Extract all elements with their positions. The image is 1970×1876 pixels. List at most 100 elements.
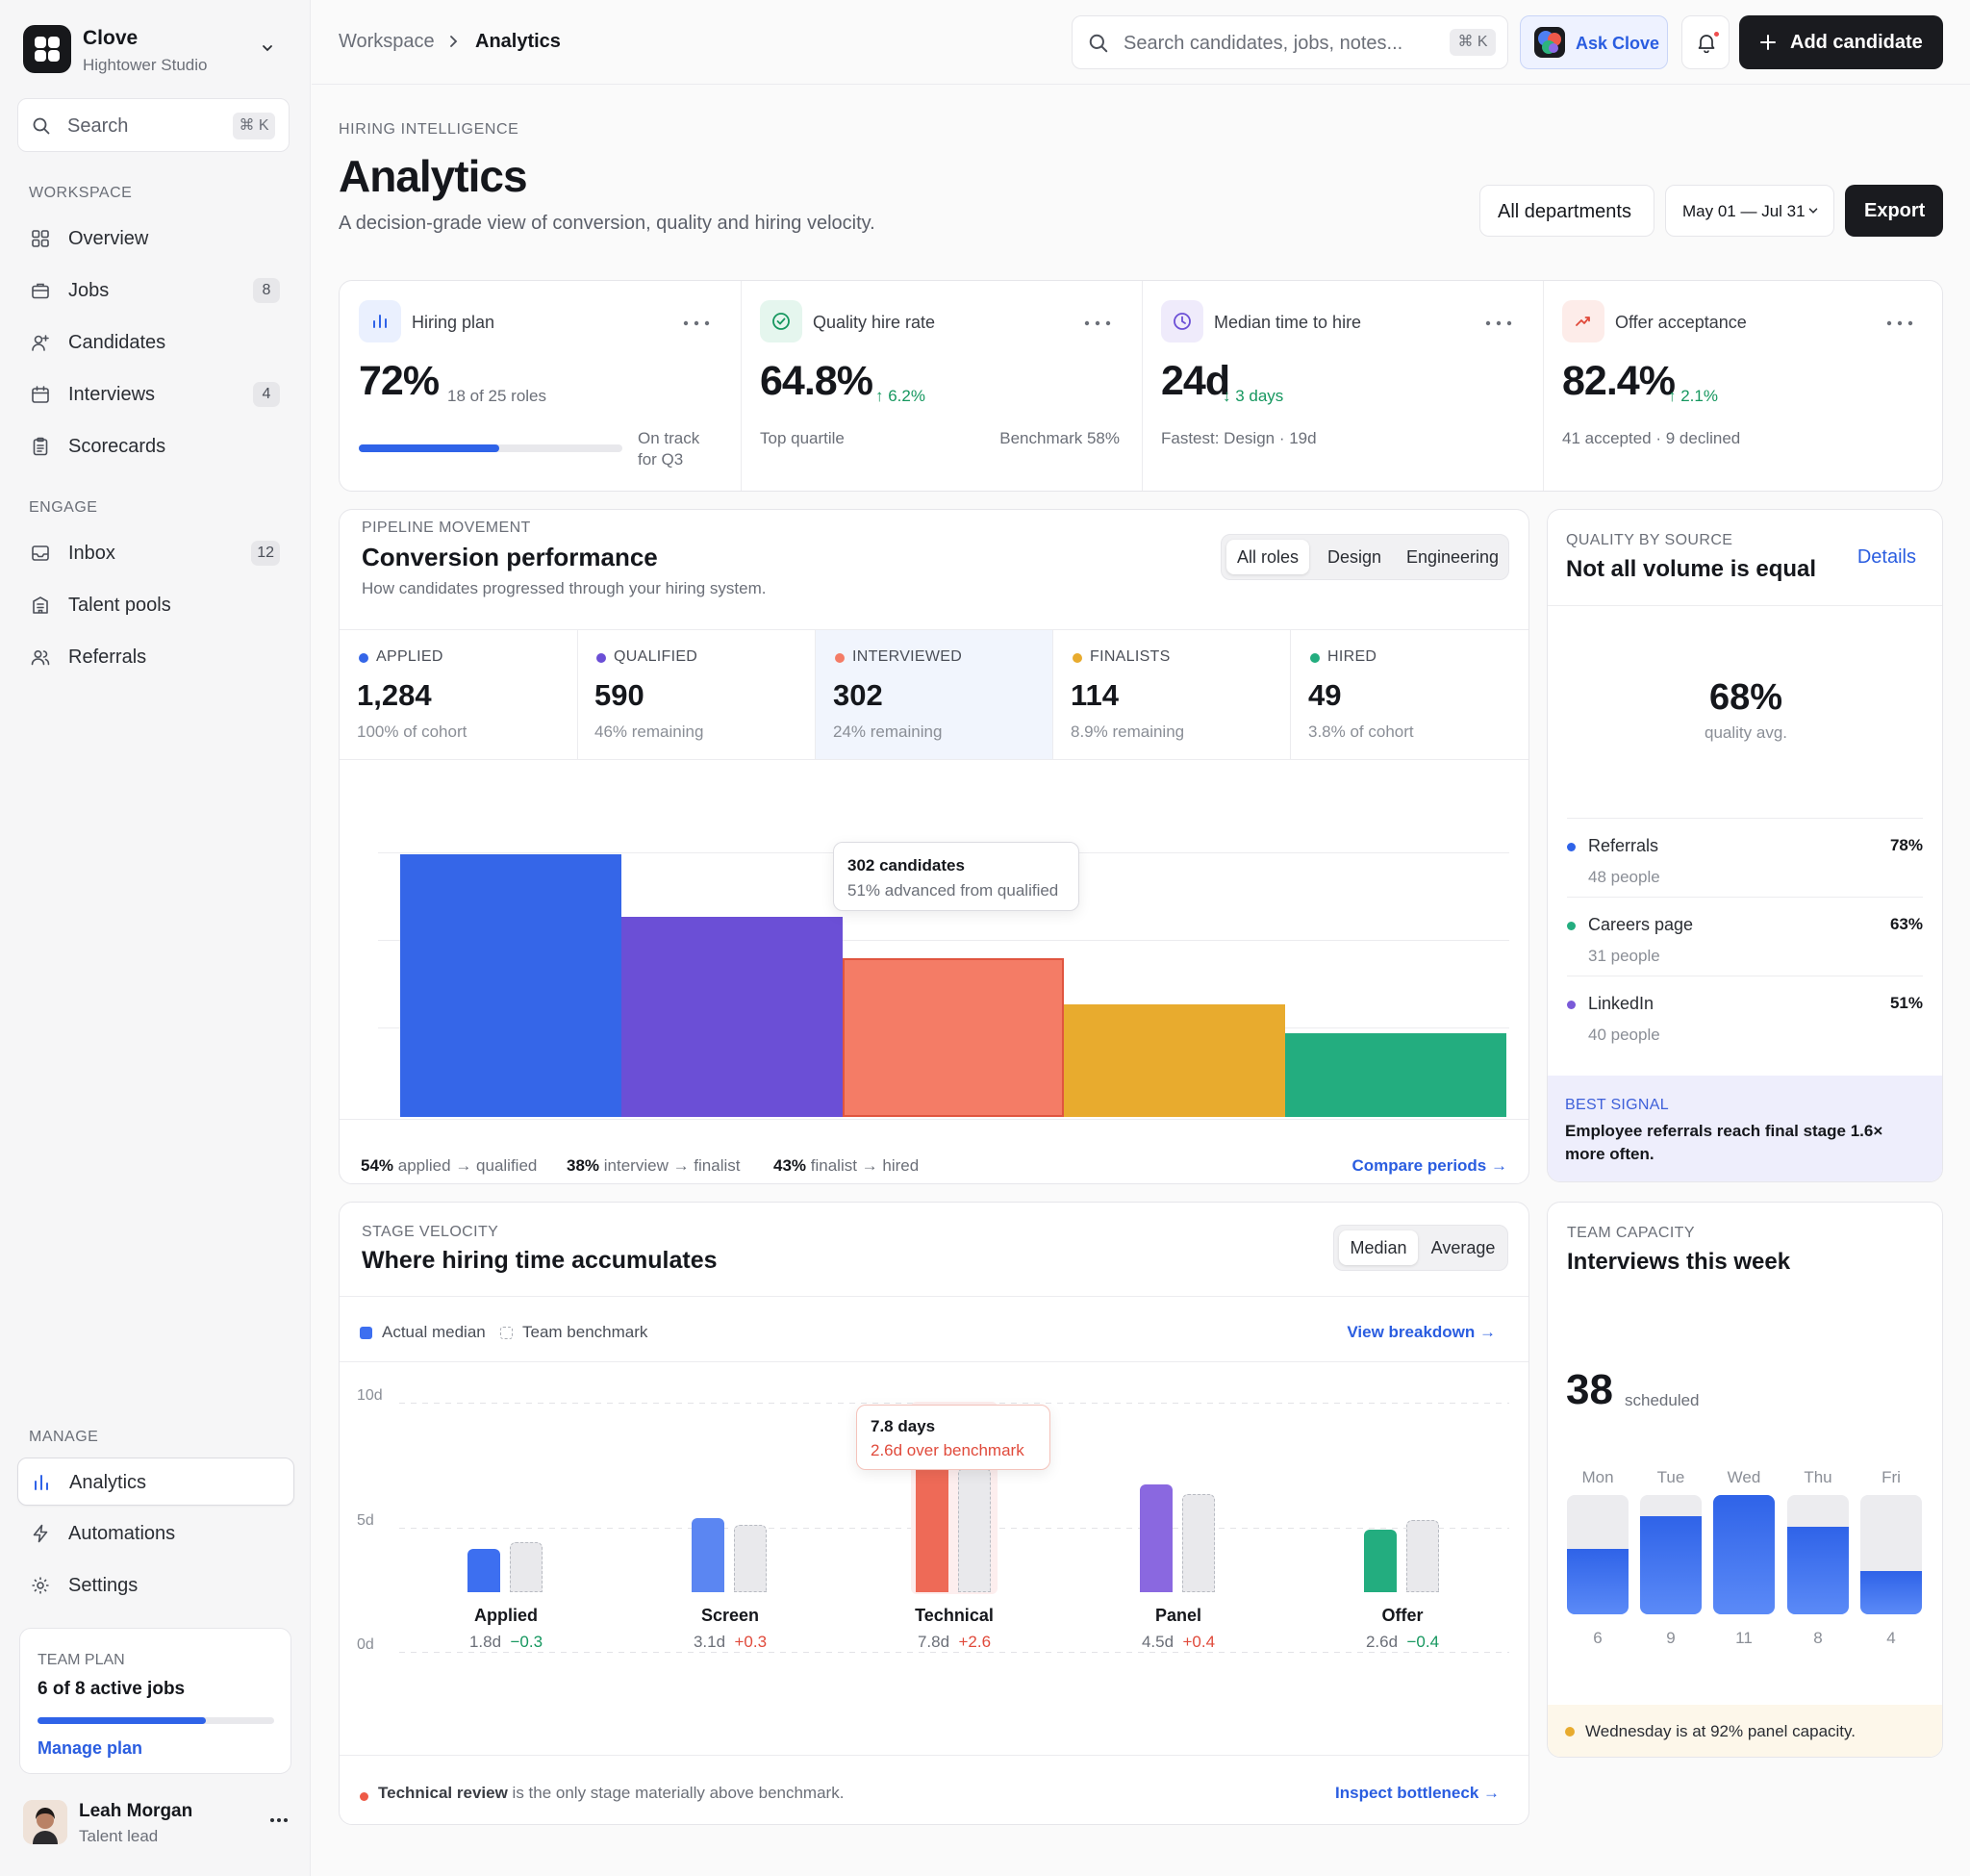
day-label: Mon bbox=[1581, 1468, 1614, 1486]
capacity-card: TEAM CAPACITY Interviews this week 38 sc… bbox=[1547, 1202, 1943, 1758]
velocity-bar-actual-offer[interactable] bbox=[1364, 1530, 1397, 1592]
capacity-day-mon[interactable]: Mon 6 bbox=[1567, 1468, 1629, 1647]
user-profile[interactable]: Leah Morgan Talent lead bbox=[23, 1795, 290, 1849]
kpi-foot-left: 41 accepted · 9 declined bbox=[1562, 429, 1741, 447]
sidebar-item-interviews[interactable]: Interviews 4 bbox=[17, 370, 294, 418]
toggle-median[interactable]: Median bbox=[1339, 1230, 1418, 1265]
ask-clove-label: Ask Clove bbox=[1576, 34, 1660, 53]
stage-interviewed[interactable]: INTERVIEWED 302 24% remaining bbox=[816, 630, 1052, 759]
export-button[interactable]: Export bbox=[1845, 185, 1943, 237]
sidebar-item-scorecards[interactable]: Scorecards bbox=[17, 422, 294, 470]
manage-plan-link[interactable]: Manage plan bbox=[38, 1738, 143, 1758]
sidebar-item-overview[interactable]: Overview bbox=[17, 215, 294, 263]
inbox-count-badge: 12 bbox=[251, 541, 280, 566]
sidebar-item-inbox[interactable]: Inbox 12 bbox=[17, 529, 294, 577]
notifications-button[interactable] bbox=[1681, 15, 1730, 69]
source-name: Careers page bbox=[1588, 915, 1694, 934]
funnel-bar-finalists[interactable] bbox=[1064, 1004, 1285, 1117]
chevron-down-icon bbox=[260, 40, 275, 56]
details-link[interactable]: Details bbox=[1856, 546, 1916, 568]
funnel-bar-hired[interactable] bbox=[1285, 1033, 1506, 1117]
workspace-switcher[interactable]: Clove Hightower Studio bbox=[23, 25, 285, 75]
card-eyebrow: QUALITY BY SOURCE bbox=[1566, 532, 1733, 548]
sidebar-item-automations[interactable]: Automations bbox=[17, 1509, 294, 1558]
day-capacity-fill bbox=[1567, 1548, 1629, 1614]
sidebar: Clove Hightower Studio Search ⌘ K WORKSP… bbox=[0, 0, 311, 1876]
source-name: LinkedIn bbox=[1588, 994, 1654, 1013]
chevron-right-icon bbox=[446, 31, 462, 52]
divider bbox=[1290, 630, 1291, 759]
bell-icon bbox=[1696, 32, 1717, 53]
day-label: Tue bbox=[1656, 1468, 1685, 1486]
velocity-bar-benchmark-applied[interactable] bbox=[510, 1542, 543, 1592]
more-icon[interactable] bbox=[1885, 319, 1914, 327]
stage-finalists[interactable]: FINALISTS 114 8.9% remaining bbox=[1053, 630, 1290, 759]
day-count: 11 bbox=[1735, 1629, 1753, 1647]
velocity-value-label: 3.1d +0.3 bbox=[653, 1633, 807, 1652]
capacity-day-thu[interactable]: Thu 8 bbox=[1787, 1468, 1849, 1647]
capacity-day-wed[interactable]: Wed 11 bbox=[1713, 1468, 1775, 1647]
day-label: Fri bbox=[1882, 1468, 1901, 1486]
more-icon[interactable] bbox=[1083, 319, 1112, 327]
breadcrumb-workspace[interactable]: Workspace bbox=[339, 31, 435, 52]
sidebar-item-settings[interactable]: Settings bbox=[17, 1561, 294, 1610]
capacity-day-fri[interactable]: Fri 4 bbox=[1860, 1468, 1922, 1647]
interviews-count-badge: 4 bbox=[253, 382, 280, 407]
inspect-bottleneck-link[interactable]: Inspect bottleneck → bbox=[1335, 1784, 1500, 1802]
capacity-day-tue[interactable]: Tue 9 bbox=[1640, 1468, 1702, 1647]
source-linkedin[interactable]: LinkedIn 51% 40 people bbox=[1567, 984, 1923, 1063]
stage-sub: 8.9% remaining bbox=[1071, 723, 1185, 741]
legend-actual-swatch bbox=[360, 1327, 372, 1339]
source-careers-page[interactable]: Careers page 63% 31 people bbox=[1567, 905, 1923, 984]
sidebar-search[interactable]: Search ⌘ K bbox=[17, 98, 290, 152]
funnel-bar-interviewed[interactable] bbox=[843, 958, 1064, 1117]
velocity-delta: −0.4 bbox=[1398, 1633, 1440, 1651]
divider bbox=[815, 630, 816, 759]
compare-periods-link[interactable]: Compare periods → bbox=[1351, 1156, 1507, 1175]
more-icon[interactable] bbox=[267, 1809, 290, 1832]
day-capacity-bar bbox=[1860, 1495, 1922, 1614]
sidebar-item-talent-pools[interactable]: Talent pools bbox=[17, 581, 294, 629]
quality-avg-label: quality avg. bbox=[1705, 723, 1787, 742]
filter-all-roles[interactable]: All roles bbox=[1226, 540, 1309, 574]
velocity-median: 3.1d bbox=[693, 1633, 726, 1651]
global-search-input[interactable]: Search candidates, jobs, notes... ⌘ K bbox=[1072, 15, 1508, 69]
sidebar-item-analytics[interactable]: Analytics bbox=[17, 1458, 294, 1506]
card-title: Interviews this week bbox=[1567, 1249, 1791, 1275]
view-breakdown-link[interactable]: View breakdown → bbox=[1347, 1323, 1496, 1341]
velocity-bar-benchmark-screen[interactable] bbox=[734, 1525, 767, 1592]
divider bbox=[340, 1361, 1528, 1362]
filter-engineering[interactable]: Engineering bbox=[1405, 547, 1500, 567]
stage-hired[interactable]: HIRED 49 3.8% of cohort bbox=[1291, 630, 1528, 759]
rate-pct: 43% bbox=[773, 1156, 807, 1175]
add-candidate-button[interactable]: Add candidate bbox=[1739, 15, 1943, 69]
date-range-picker[interactable]: May 01 — Jul 31 bbox=[1665, 185, 1834, 237]
stage-applied[interactable]: APPLIED 1,284 100% of cohort bbox=[340, 630, 576, 759]
day-count: 4 bbox=[1886, 1629, 1896, 1647]
ask-clove-button[interactable]: Ask Clove bbox=[1520, 15, 1668, 69]
more-icon[interactable] bbox=[1484, 319, 1513, 327]
kpi-icon-box bbox=[1562, 300, 1604, 342]
velocity-bar-actual-screen[interactable] bbox=[692, 1518, 724, 1592]
sidebar-item-candidates[interactable]: Candidates bbox=[17, 318, 294, 367]
funnel-bar-applied[interactable] bbox=[400, 854, 621, 1117]
more-icon[interactable] bbox=[682, 319, 711, 327]
sidebar-item-jobs[interactable]: Jobs 8 bbox=[17, 266, 294, 315]
funnel-bar-qualified[interactable] bbox=[621, 917, 843, 1117]
velocity-bar-benchmark-panel[interactable] bbox=[1182, 1494, 1215, 1592]
velocity-value-label: 2.6d −0.4 bbox=[1326, 1633, 1479, 1652]
velocity-bar-benchmark-technical[interactable] bbox=[958, 1468, 991, 1592]
velocity-bar-benchmark-offer[interactable] bbox=[1406, 1520, 1439, 1592]
app-name: Clove bbox=[83, 27, 139, 49]
sidebar-item-referrals[interactable]: Referrals bbox=[17, 633, 294, 681]
filter-design[interactable]: Design bbox=[1326, 547, 1382, 567]
legend-actual: Actual median bbox=[382, 1323, 486, 1341]
toggle-average[interactable]: Average bbox=[1430, 1238, 1496, 1257]
velocity-bar-actual-panel[interactable] bbox=[1140, 1484, 1173, 1592]
source-referrals[interactable]: Referrals 78% 48 people bbox=[1567, 826, 1923, 905]
date-range-label: May 01 — Jul 31 bbox=[1682, 202, 1806, 220]
legend-bench: Team benchmark bbox=[522, 1323, 648, 1341]
stage-qualified[interactable]: QUALIFIED 590 46% remaining bbox=[577, 630, 814, 759]
department-filter[interactable]: All departments bbox=[1479, 185, 1654, 237]
velocity-bar-actual-applied[interactable] bbox=[467, 1549, 500, 1592]
